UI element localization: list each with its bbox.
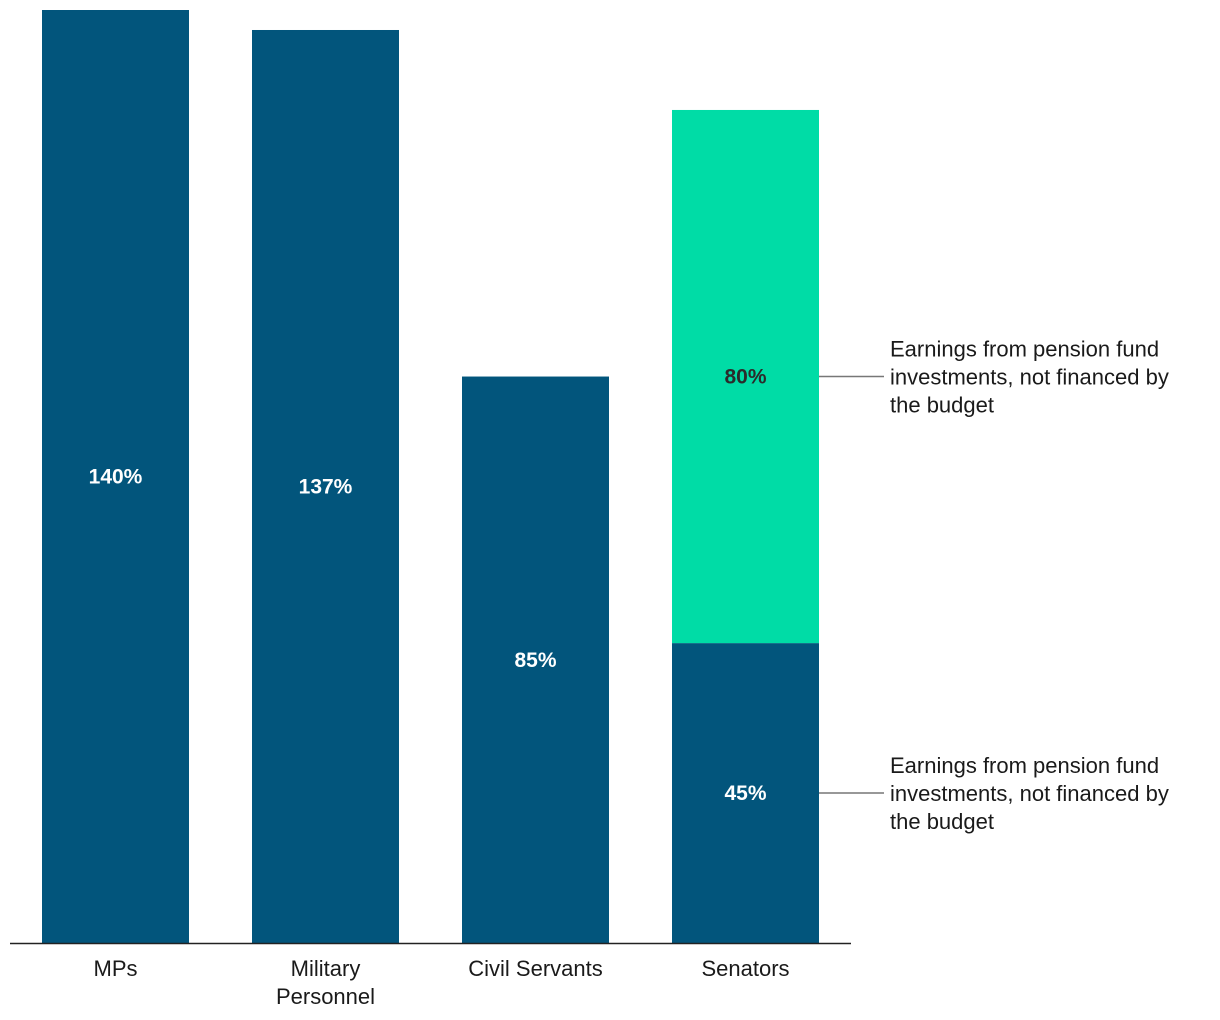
data-label-civil-servants-series-0: 85% <box>514 649 556 672</box>
bars-group <box>42 10 819 943</box>
annotation-1-line-2: the budget <box>890 809 994 834</box>
annotation-1-line-0: Earnings from pension fund <box>890 753 1159 778</box>
data-label-military-personnel-series-0: 137% <box>299 475 353 498</box>
data-label-senators-series-1: 80% <box>724 366 766 389</box>
bar-senators-series-0 <box>672 643 819 943</box>
bar-mps-series-0 <box>42 10 189 943</box>
category-label-mps: MPs <box>94 956 138 981</box>
category-label-military-personnel-line-0: Military <box>291 956 361 981</box>
bar-military-personnel-series-0 <box>252 29 399 943</box>
annotation-0-line-2: the budget <box>890 393 994 418</box>
bar-senators-series-1 <box>672 109 819 644</box>
bar-labels-group: 140% 137% 85% 45% 80% <box>89 366 767 806</box>
annotation-0-line-1: investments, not financed by <box>890 365 1169 390</box>
data-label-mps-series-0: 140% <box>89 466 143 489</box>
annotation-1-line-1: investments, not financed by <box>890 781 1169 806</box>
category-label-military-personnel-line-1: Personnel <box>276 984 375 1009</box>
annotation-0-line-0: Earnings from pension fund <box>890 337 1159 362</box>
bar-civil-servants-series-0 <box>462 376 609 943</box>
category-label-civil-servants: Civil Servants <box>468 956 602 981</box>
annotations-group: Earnings from pension fund investments, n… <box>819 337 1169 834</box>
data-label-senators-series-0: 45% <box>724 782 766 805</box>
category-label-senators: Senators <box>701 956 789 981</box>
category-labels-group: MPs Military Personnel Civil Servants Senato… <box>94 956 790 1009</box>
